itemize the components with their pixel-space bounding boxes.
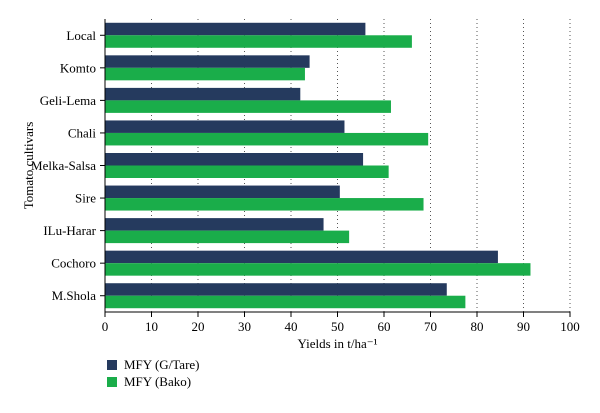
y-tick-label: Chali (68, 125, 97, 140)
bar (105, 87, 301, 101)
x-tick-label: 30 (238, 319, 251, 334)
y-tick-label: Cochoro (51, 256, 96, 271)
bar (105, 35, 412, 48)
x-tick-label: 90 (517, 319, 530, 334)
x-axis-ticks: 0 10 20 30 40 50 60 70 80 90 100 (102, 312, 580, 334)
y-tick-label: Melka-Salsa (31, 158, 96, 173)
x-tick-label: 10 (145, 319, 158, 334)
y-tick-label: ILu-Harar (43, 223, 96, 238)
x-tick-label: 100 (560, 319, 580, 334)
bar (105, 218, 324, 231)
bar (105, 283, 447, 296)
x-tick-label: 50 (331, 319, 344, 334)
bar (105, 198, 424, 211)
bar (105, 153, 364, 166)
y-tick-label: M.Shola (52, 288, 97, 303)
x-axis-title: Yields in t/ha⁻¹ (297, 336, 377, 351)
x-tick-label: 20 (192, 319, 205, 334)
x-tick-label: 80 (471, 319, 484, 334)
bar (105, 185, 340, 199)
x-tick-label: 40 (285, 319, 298, 334)
y-tick-label: Sire (75, 191, 96, 206)
y-tick-label: Komto (60, 60, 96, 75)
bar (105, 55, 310, 68)
legend-label: MFY (Bako) (124, 374, 191, 389)
y-tick-label: Geli-Lema (40, 93, 97, 108)
bar (105, 120, 345, 133)
bar (105, 263, 531, 276)
bar (105, 100, 391, 113)
bar (105, 250, 498, 264)
x-tick-label: 70 (424, 319, 437, 334)
legend-label: MFY (G/Tare) (124, 357, 200, 372)
x-tick-label: 0 (102, 319, 109, 334)
y-axis-title: Tomato cultivars (21, 122, 36, 210)
legend-swatch (107, 377, 117, 387)
y-axis-ticks: Local Komto Geli-Lema Chali Melka-Salsa Sire I… (31, 28, 105, 303)
legend: MFY (G/Tare) MFY (Bako) (107, 357, 200, 389)
x-tick-label: 60 (378, 319, 391, 334)
bar (105, 22, 366, 36)
bar (105, 132, 429, 146)
legend-swatch (107, 360, 117, 370)
bar (105, 67, 305, 81)
bar (105, 230, 350, 244)
bars (105, 22, 531, 309)
bar (105, 295, 466, 309)
y-tick-label: Local (66, 28, 96, 43)
bar (105, 165, 389, 178)
